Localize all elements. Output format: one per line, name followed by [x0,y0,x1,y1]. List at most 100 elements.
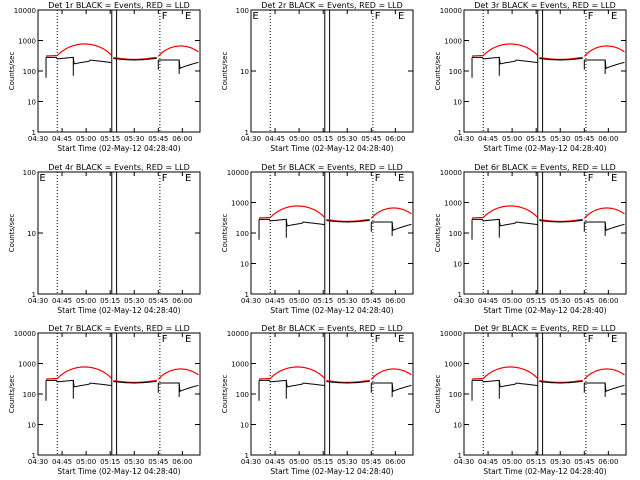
marker-letter: E [611,334,617,345]
series-events-line [539,57,583,61]
marker-letter: F [588,173,594,184]
x-tick-label: 04:45 [478,297,498,305]
x-tick-label: 05:00 [502,458,522,466]
y-tick-label: 1000 [444,200,462,208]
x-tick-label: 04:45 [265,297,285,305]
panel-title: Det 3r BLACK = Events, RED = LLD [474,1,616,10]
y-tick-label: 10000 [14,330,36,338]
marker-letter: E [185,334,191,345]
x-tick-label: 06:00 [172,297,192,305]
x-tick-label: 05:30 [337,135,357,143]
y-tick-label: 10 [27,422,36,430]
series-events-line [158,382,199,393]
marker-letter: E [611,11,617,22]
x-tick-label: 05:15 [313,297,333,305]
panel-title: Det 1r BLACK = Events, RED = LLD [48,1,190,10]
x-tick-label: 05:00 [289,135,309,143]
y-tick-label: 100 [236,7,249,15]
plot-frame [250,171,414,295]
series-lld-line [539,379,583,383]
x-tick-label: 06:00 [172,135,192,143]
series-lld-line [583,45,625,57]
series-events-line [371,221,412,232]
x-tick-label: 05:30 [337,458,357,466]
series-lld-line [259,366,326,380]
series-events-line [539,380,583,384]
x-tick-label: 04:30 [454,458,474,466]
series-events-line [46,379,112,388]
series-lld-line [539,56,583,61]
series-lld-line [157,368,199,380]
series-events-line [326,219,370,223]
y-tick-label: 1 [245,129,249,137]
x-tick-label: 05:00 [76,458,96,466]
panel-det-3r: Det 3r BLACK = Events, RED = LLD 1 10 100 10… [434,1,627,153]
x-tick-label: 05:45 [148,458,168,466]
x-tick-label: 04:45 [52,135,72,143]
y-tick-label: 10000 [440,7,462,15]
y-tick-label: 1 [32,291,36,299]
x-tick-label: 05:00 [76,297,96,305]
series-events-line [46,56,112,65]
series-lld-line [472,205,539,219]
marker-letter: F [375,11,381,22]
panel-det-6r: Det 6r BLACK = Events, RED = LLD 1 10 100 10… [434,163,627,315]
panel-det-8r: Det 8r BLACK = Events, RED = LLD 1 10 100 10… [221,324,414,476]
x-tick-label: 04:45 [478,135,498,143]
x-tick-label: 04:30 [241,458,261,466]
y-axis-label: Counts/sec [221,214,229,253]
x-tick-label: 05:45 [361,135,381,143]
x-tick-label: 05:30 [550,135,570,143]
series-lld-line [370,368,412,380]
y-axis-label: Counts/sec [8,52,16,91]
y-tick-label: 100 [236,391,249,399]
x-tick-label: 05:15 [100,135,120,143]
x-axis-label: Start Time (02-May-12 04:28:40) [270,144,393,153]
x-tick-label: 05:15 [100,458,120,466]
series-lld-line [539,218,583,222]
series-events-line [584,221,625,232]
plot-frame [37,9,201,133]
x-axis-label: Start Time (02-May-12 04:28:40) [483,467,606,476]
marker-letter: F [162,11,168,22]
marker-letter: E [185,11,191,22]
y-tick-label: 10000 [227,330,249,338]
x-tick-label: 05:15 [313,458,333,466]
y-tick-label: 10 [27,99,36,107]
panel-title: Det 6r BLACK = Events, RED = LLD [474,163,616,172]
y-tick-label: 10000 [14,7,36,15]
series-lld-line [583,368,625,380]
series-lld-line [113,56,157,61]
x-tick-label: 06:00 [598,135,618,143]
y-axis-label: Counts/sec [434,375,442,414]
marker-letter: F [588,334,594,345]
series-lld-line [46,366,113,380]
y-tick-label: 10000 [440,169,462,177]
plot-frame [37,171,201,295]
series-lld-line [259,205,326,219]
y-tick-label: 10000 [440,330,462,338]
marker-letter: F [375,334,381,345]
x-tick-label: 04:45 [52,458,72,466]
y-tick-label: 10 [240,422,249,430]
y-tick-label: 1000 [231,200,249,208]
series-events-line [113,380,157,384]
y-axis-label: Counts/sec [221,52,229,91]
y-tick-label: 100 [449,230,462,238]
x-tick-label: 05:45 [574,135,594,143]
x-axis-label: Start Time (02-May-12 04:28:40) [270,467,393,476]
series-lld-line [113,379,157,383]
panel-det-5r: Det 5r BLACK = Events, RED = LLD 1 10 100 10… [221,163,414,315]
series-events-line [158,59,199,70]
series-lld-line [46,43,113,57]
marker-letter: F [162,334,168,345]
x-tick-label: 05:00 [502,297,522,305]
marker-letter: E [398,173,404,184]
x-tick-label: 05:45 [148,297,168,305]
x-tick-label: 04:30 [28,458,48,466]
panel-title: Det 7r BLACK = Events, RED = LLD [48,324,190,333]
panel-title: Det 2r BLACK = Events, RED = LLD [261,1,403,10]
x-tick-label: 04:30 [28,297,48,305]
x-tick-label: 04:45 [265,458,285,466]
x-tick-label: 05:45 [361,458,381,466]
